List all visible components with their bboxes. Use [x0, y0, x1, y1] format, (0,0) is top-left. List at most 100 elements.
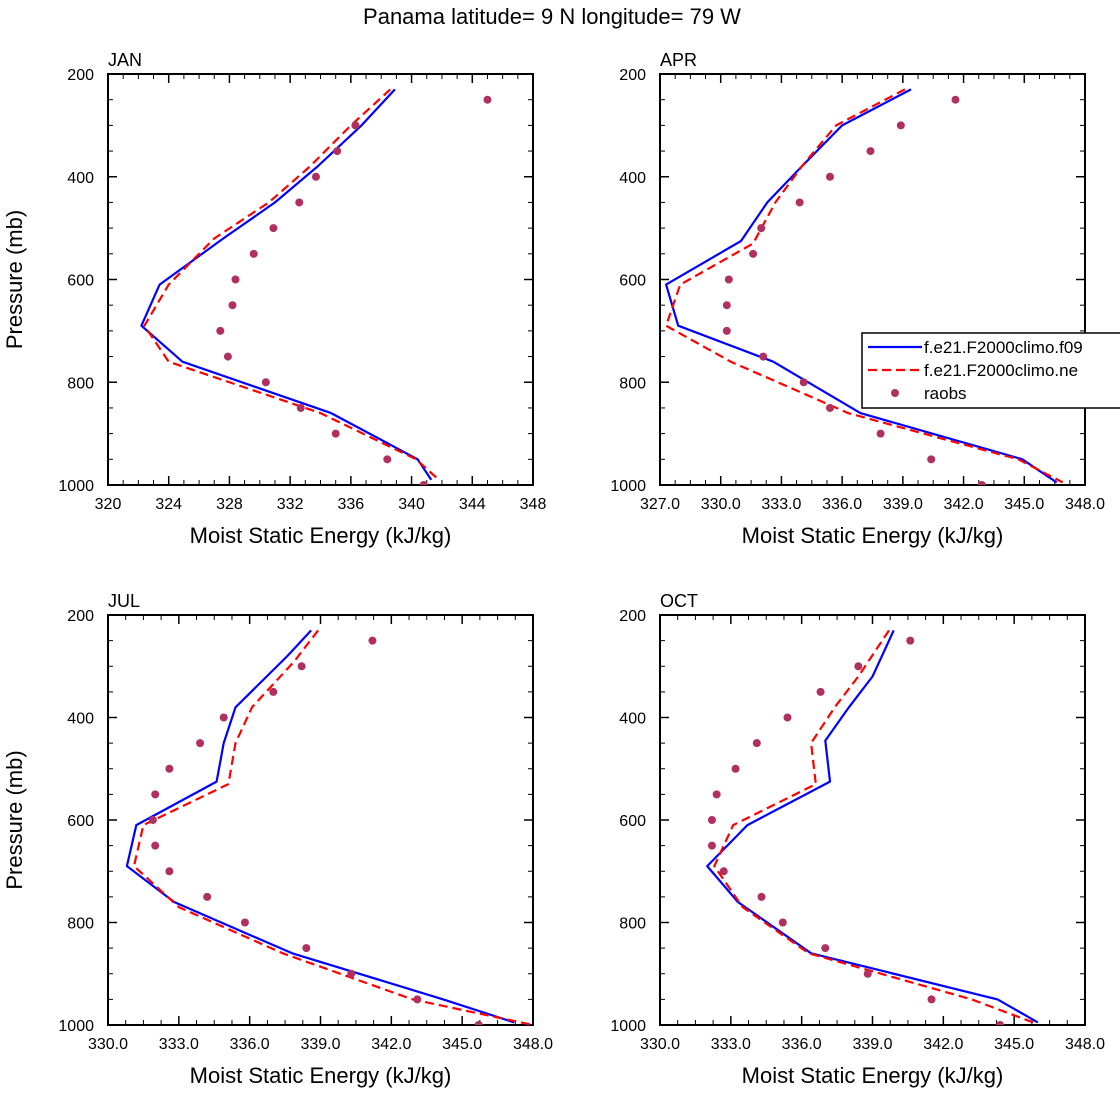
raobs-point [302, 944, 311, 953]
y-tick-label: 1000 [610, 1018, 646, 1035]
x-tick-label: 345.0 [994, 1036, 1034, 1053]
y-tick-label: 600 [619, 273, 646, 290]
series-line-ne [143, 88, 440, 481]
x-tick-label: 336.0 [230, 1036, 270, 1053]
x-tick-label: 320 [95, 496, 122, 513]
x-tick-label: 348.0 [513, 1036, 553, 1053]
raobs-point [240, 918, 249, 927]
raobs-point [151, 790, 160, 799]
panel-title: JUL [108, 591, 140, 611]
raobs-point [333, 147, 342, 156]
raobs-point [722, 301, 731, 310]
x-tick-label: 339.0 [300, 1036, 340, 1053]
raobs-point [996, 1021, 1004, 1025]
raobs-point [712, 790, 721, 799]
x-tick-label: 342.0 [944, 496, 984, 513]
data-layer [706, 629, 1039, 1025]
raobs-point [707, 816, 716, 824]
plot-frame [659, 73, 1086, 486]
x-tick-label: 336.0 [782, 1036, 822, 1053]
raobs-point [927, 455, 936, 464]
x-tick-label: 336 [338, 496, 365, 513]
raobs-point [368, 636, 377, 645]
raobs-point [778, 918, 787, 927]
x-tick-label: 332 [277, 496, 304, 513]
raobs-point [719, 867, 728, 876]
series-line-ne [132, 629, 533, 1025]
y-tick-label: 800 [67, 375, 94, 392]
raobs-point [826, 172, 834, 181]
raobs-point [816, 687, 825, 696]
data-layer [664, 88, 1064, 485]
y-tick-label: 800 [619, 375, 646, 392]
raobs-point [383, 455, 392, 464]
y-tick-label: 800 [67, 916, 94, 933]
panel-title: APR [660, 50, 697, 70]
raobs-point [927, 995, 936, 1004]
y-tick-label: 800 [619, 916, 646, 933]
raobs-point [731, 764, 740, 773]
y-tick-label: 600 [619, 813, 646, 830]
x-axis-label: Moist Static Energy (kJ/kg) [742, 523, 1004, 548]
x-tick-label: 336.0 [822, 496, 862, 513]
raobs-point [866, 147, 875, 156]
raobs-point [165, 764, 174, 773]
x-axis-label: Moist Static Energy (kJ/kg) [742, 1063, 1004, 1088]
x-tick-label: 344 [459, 496, 486, 513]
raobs-point [216, 326, 225, 335]
x-tick-label: 330.0 [88, 1036, 128, 1053]
raobs-point [799, 378, 808, 387]
raobs-point [413, 995, 422, 1004]
x-tick-label: 324 [155, 496, 182, 513]
panel-oct: OCT 330.0 333.0 336.0 339.0 342.0 345.0 348.0 20… [610, 591, 1105, 1088]
x-tick-label: 345.0 [1004, 496, 1044, 513]
raobs-point [483, 95, 492, 104]
y-tick-label: 600 [67, 813, 94, 830]
raobs-point [749, 249, 758, 258]
x-tick-label: 342.0 [923, 1036, 963, 1053]
raobs-point [347, 969, 356, 978]
raobs-point [196, 739, 205, 748]
plot-frame [107, 73, 534, 486]
series-line-f09 [664, 88, 1058, 484]
data-layer [125, 629, 533, 1025]
y-tick-label: 1000 [58, 478, 94, 495]
raobs-point [906, 636, 915, 645]
raobs-point [295, 198, 304, 207]
figure-title: Panama latitude= 9 N longitude= 79 W [363, 4, 741, 29]
raobs-point [165, 867, 174, 876]
series-line-f09 [140, 88, 433, 481]
raobs-point [724, 275, 733, 284]
x-tick-label: 340 [398, 496, 425, 513]
series-line-ne [713, 629, 1034, 1024]
raobs-point [722, 326, 731, 335]
y-tick-label: 1000 [58, 1018, 94, 1035]
raobs-point [296, 403, 305, 412]
legend-marker [891, 389, 899, 397]
x-tick-label: 327.0 [640, 496, 680, 513]
raobs-point [419, 481, 428, 485]
series-line-f09 [706, 629, 1039, 1024]
x-tick-label: 333.0 [761, 496, 801, 513]
data-layer [140, 88, 492, 485]
raobs-point [148, 816, 157, 824]
raobs-point [896, 121, 905, 130]
raobs-point [297, 662, 306, 671]
x-tick-label: 330.0 [640, 1036, 680, 1053]
legend-label: raobs [924, 384, 967, 403]
raobs-point [951, 95, 960, 104]
x-tick-label: 339.0 [883, 496, 923, 513]
raobs-point [219, 713, 228, 722]
panel-apr: APR 327.0 330.0 333.0 336.0 339.0 342.0 345.0 34… [610, 50, 1120, 548]
raobs-point [783, 713, 792, 722]
series-line-f09 [125, 629, 515, 1024]
y-tick-label: 200 [67, 67, 94, 84]
raobs-point [707, 841, 716, 850]
raobs-point [249, 249, 258, 258]
raobs-point [854, 662, 863, 671]
x-tick-label: 342.0 [371, 1036, 411, 1053]
raobs-point [876, 429, 885, 438]
raobs-point [331, 429, 340, 438]
raobs-point [474, 1021, 483, 1025]
raobs-point [752, 739, 761, 748]
